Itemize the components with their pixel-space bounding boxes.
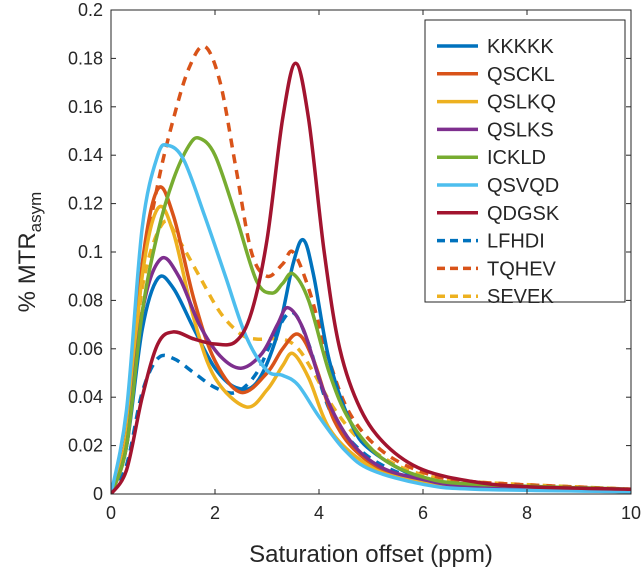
- legend-label: ICKLD: [487, 147, 546, 169]
- y-tick-label: 0.16: [68, 97, 103, 117]
- legend-label: QSLKQ: [487, 92, 556, 114]
- y-tick-label: 0.02: [68, 436, 103, 456]
- series-line-qdgsk: [111, 61, 631, 494]
- y-tick-label: 0.18: [68, 48, 103, 68]
- x-axis-label: Saturation offset (ppm): [249, 541, 493, 568]
- y-tick-label: 0: [93, 484, 103, 504]
- series-line-ickld: [111, 136, 631, 494]
- x-tick-label: 8: [522, 503, 532, 523]
- x-tick-label: 0: [106, 503, 116, 523]
- legend-box: [424, 19, 626, 303]
- y-tick-label: 0.04: [68, 387, 103, 407]
- series-line-qsvqd: [111, 142, 631, 494]
- y-axis-label-main: % MTR: [14, 232, 41, 312]
- legend-label: QDGSK: [487, 203, 560, 225]
- legend-item-ickld: ICKLD: [437, 147, 546, 169]
- y-axis-label-sub: asym: [26, 192, 45, 233]
- legend-item-sevek: SEVEK: [437, 286, 554, 308]
- axis-ticks: 0 2 4 6 8 10 0 0.02 0.04 0.06 0.08 0.1 0.12 0.14 0.16 0…: [68, 0, 641, 523]
- legend-item-tqhev: TQHEV: [437, 258, 557, 280]
- legend-item-lfhdi: LFHDI: [437, 231, 545, 253]
- legend-label: LFHDI: [487, 231, 545, 253]
- y-tick-label: 0.1: [78, 242, 103, 262]
- legend-label: QSVQD: [487, 175, 559, 197]
- legend-item-qsvqd: QSVQD: [437, 175, 559, 197]
- series-line-qslks: [111, 256, 631, 494]
- legend-item-kkkkk: KKKKK: [437, 36, 554, 58]
- legend-item-qslks: QSLKS: [437, 119, 554, 141]
- legend-label: SEVEK: [487, 286, 554, 308]
- y-tick-label: 0.14: [68, 145, 103, 165]
- legend-item-qsckl: QSCKL: [437, 64, 555, 86]
- legend: KKKKK QSCKL QSLKQ QSLKS ICKLD QSVQD QDGSK LFHDI…: [424, 19, 626, 308]
- legend-item-qdgsk: QDGSK: [437, 203, 560, 225]
- x-tick-label: 4: [314, 503, 324, 523]
- legend-label: TQHEV: [487, 258, 557, 280]
- series-line-tqhev: [111, 44, 631, 494]
- legend-label: QSCKL: [487, 64, 555, 86]
- y-tick-label: 0.2: [78, 0, 103, 20]
- y-tick-label: 0.08: [68, 290, 103, 310]
- y-axis-label: % MTRasym: [14, 192, 45, 313]
- x-tick-label: 10: [621, 503, 641, 523]
- legend-item-qslkq: QSLKQ: [437, 92, 556, 114]
- y-tick-label: 0.06: [68, 339, 103, 359]
- x-tick-label: 2: [210, 503, 220, 523]
- x-tick-label: 6: [418, 503, 428, 523]
- plot-lines: [111, 44, 631, 494]
- legend-label: KKKKK: [487, 36, 554, 58]
- legend-label: QSLKS: [487, 119, 554, 141]
- y-tick-label: 0.12: [68, 194, 103, 214]
